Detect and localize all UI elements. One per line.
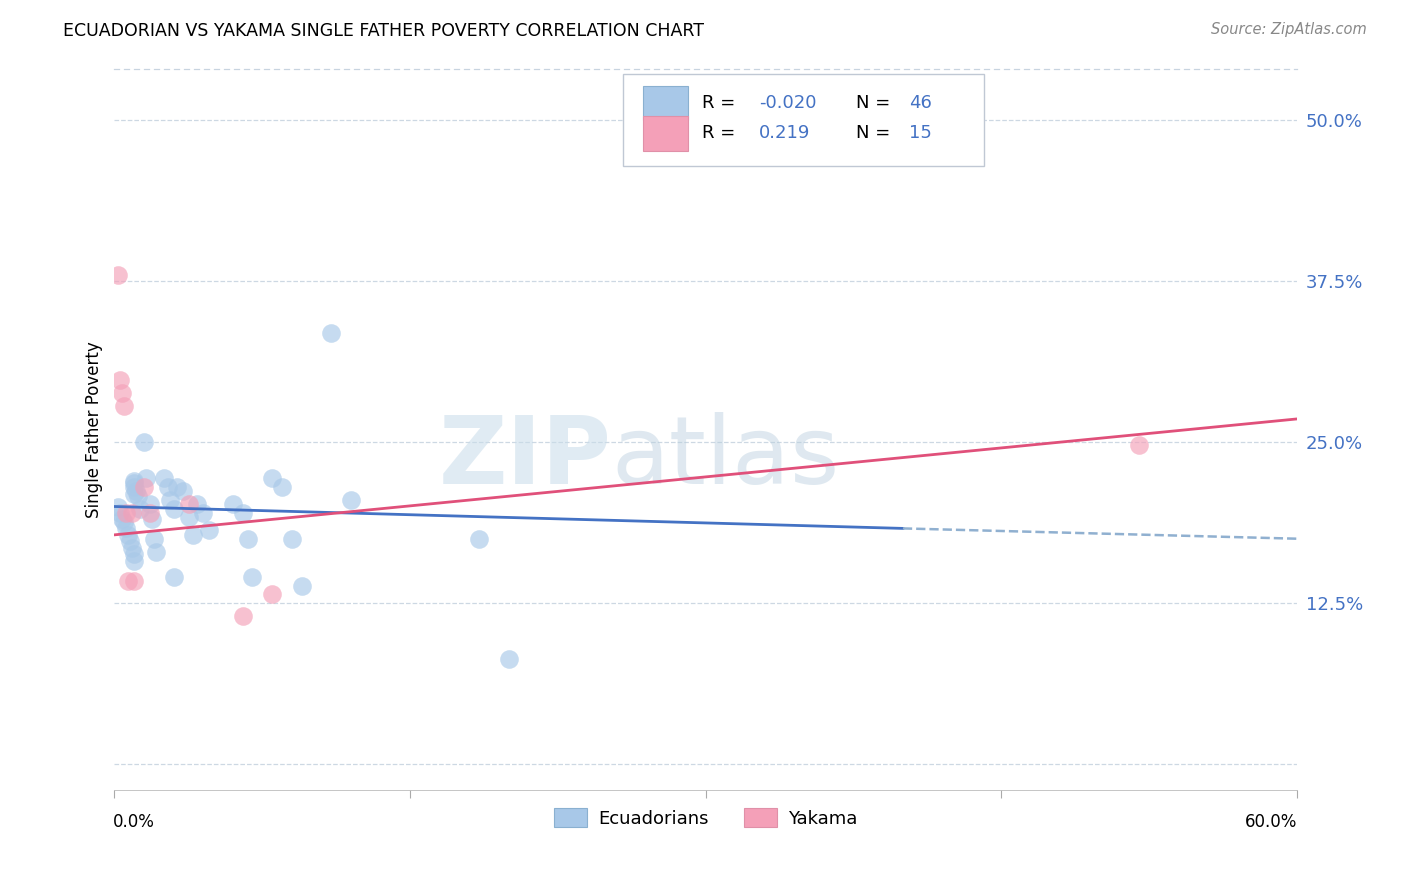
Point	[120, 534, 142, 549]
Point	[156, 480, 179, 494]
Text: 46: 46	[910, 95, 932, 112]
Point	[115, 506, 138, 520]
Point	[132, 435, 155, 450]
Point	[232, 506, 254, 520]
Point	[111, 512, 134, 526]
Point	[498, 651, 520, 665]
Point	[117, 528, 139, 542]
Point	[122, 476, 145, 491]
Point	[238, 532, 260, 546]
Point	[152, 471, 174, 485]
Point	[121, 506, 143, 520]
Point	[321, 326, 343, 340]
Point	[221, 497, 243, 511]
Point	[127, 489, 149, 503]
Point	[281, 532, 304, 546]
Text: -0.020: -0.020	[759, 95, 817, 112]
Text: R =: R =	[702, 95, 741, 112]
Point	[121, 541, 143, 555]
Point	[122, 486, 145, 500]
Point	[340, 493, 363, 508]
Point	[1128, 438, 1150, 452]
Point	[117, 574, 139, 589]
Point	[181, 528, 204, 542]
Point	[107, 268, 129, 282]
Point	[166, 480, 188, 494]
Point	[145, 544, 167, 558]
Point	[271, 480, 294, 494]
Point	[115, 521, 138, 535]
Point	[198, 523, 221, 537]
Point	[122, 574, 145, 589]
Text: 0.0%: 0.0%	[112, 814, 155, 831]
Point	[129, 502, 152, 516]
Bar	[643, 116, 688, 151]
Text: ZIP: ZIP	[439, 412, 612, 504]
Point	[468, 532, 491, 546]
FancyBboxPatch shape	[623, 73, 984, 166]
Point	[179, 509, 201, 524]
Text: Source: ZipAtlas.com: Source: ZipAtlas.com	[1211, 22, 1367, 37]
Point	[242, 570, 264, 584]
Point	[232, 609, 254, 624]
Point	[262, 471, 284, 485]
Point	[162, 502, 184, 516]
Point	[179, 497, 201, 511]
Point	[110, 373, 132, 387]
Bar	[643, 86, 688, 120]
Point	[111, 386, 134, 401]
Point	[291, 579, 314, 593]
Text: 15: 15	[910, 125, 932, 143]
Point	[141, 512, 163, 526]
Text: ECUADORIAN VS YAKAMA SINGLE FATHER POVERTY CORRELATION CHART: ECUADORIAN VS YAKAMA SINGLE FATHER POVER…	[63, 22, 704, 40]
Text: N =: N =	[856, 125, 896, 143]
Point	[139, 497, 162, 511]
Text: R =: R =	[702, 125, 741, 143]
Point	[122, 480, 145, 494]
Text: 60.0%: 60.0%	[1244, 814, 1298, 831]
Legend: Ecuadorians, Yakama: Ecuadorians, Yakama	[547, 801, 865, 835]
Point	[112, 399, 135, 413]
Point	[112, 515, 135, 529]
Point	[191, 506, 214, 520]
Point	[125, 484, 148, 499]
Text: atlas: atlas	[612, 412, 839, 504]
Point	[122, 553, 145, 567]
Point	[262, 587, 284, 601]
Point	[107, 500, 129, 514]
Text: 0.219: 0.219	[759, 125, 810, 143]
Y-axis label: Single Father Poverty: Single Father Poverty	[86, 341, 103, 517]
Point	[132, 480, 155, 494]
Point	[122, 547, 145, 561]
Text: N =: N =	[856, 95, 896, 112]
Point	[162, 570, 184, 584]
Point	[122, 474, 145, 488]
Point	[135, 471, 157, 485]
Point	[110, 506, 132, 520]
Point	[142, 532, 165, 546]
Point	[186, 497, 208, 511]
Point	[159, 493, 181, 508]
Point	[139, 506, 162, 520]
Point	[172, 484, 194, 499]
